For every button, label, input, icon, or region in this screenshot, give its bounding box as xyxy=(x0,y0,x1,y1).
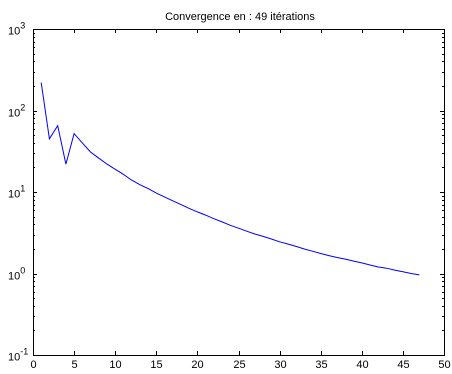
x-tick-label: 10 xyxy=(109,359,121,371)
x-tick-label: 20 xyxy=(191,359,203,371)
x-tick-label: 35 xyxy=(315,359,327,371)
x-tick-label: 45 xyxy=(397,359,409,371)
x-tick-label: 0 xyxy=(30,359,36,371)
y-tick-label: 100 xyxy=(8,266,25,283)
series-line xyxy=(40,82,420,276)
x-tick-label: 30 xyxy=(274,359,286,371)
x-tick-label: 40 xyxy=(356,359,368,371)
chart-title: Convergence en : 49 itérations xyxy=(165,11,315,23)
x-axis-ticks: 0 5 10 15 20 25 30 35 40 45 50 xyxy=(30,29,451,371)
y-axis-ticks: 10-1 100 101 102 103 xyxy=(8,21,444,364)
x-tick-label: 5 xyxy=(71,359,77,371)
x-tick-label: 15 xyxy=(150,359,162,371)
y-tick-label: 101 xyxy=(8,184,25,201)
series-layer xyxy=(40,82,420,276)
y-tick-label: 10-1 xyxy=(8,347,28,364)
y-tick-label: 103 xyxy=(8,21,25,38)
y-tick-label: 102 xyxy=(8,103,25,120)
plot-frame xyxy=(33,29,445,356)
x-tick-label: 25 xyxy=(233,359,245,371)
x-tick-label: 50 xyxy=(438,359,450,371)
